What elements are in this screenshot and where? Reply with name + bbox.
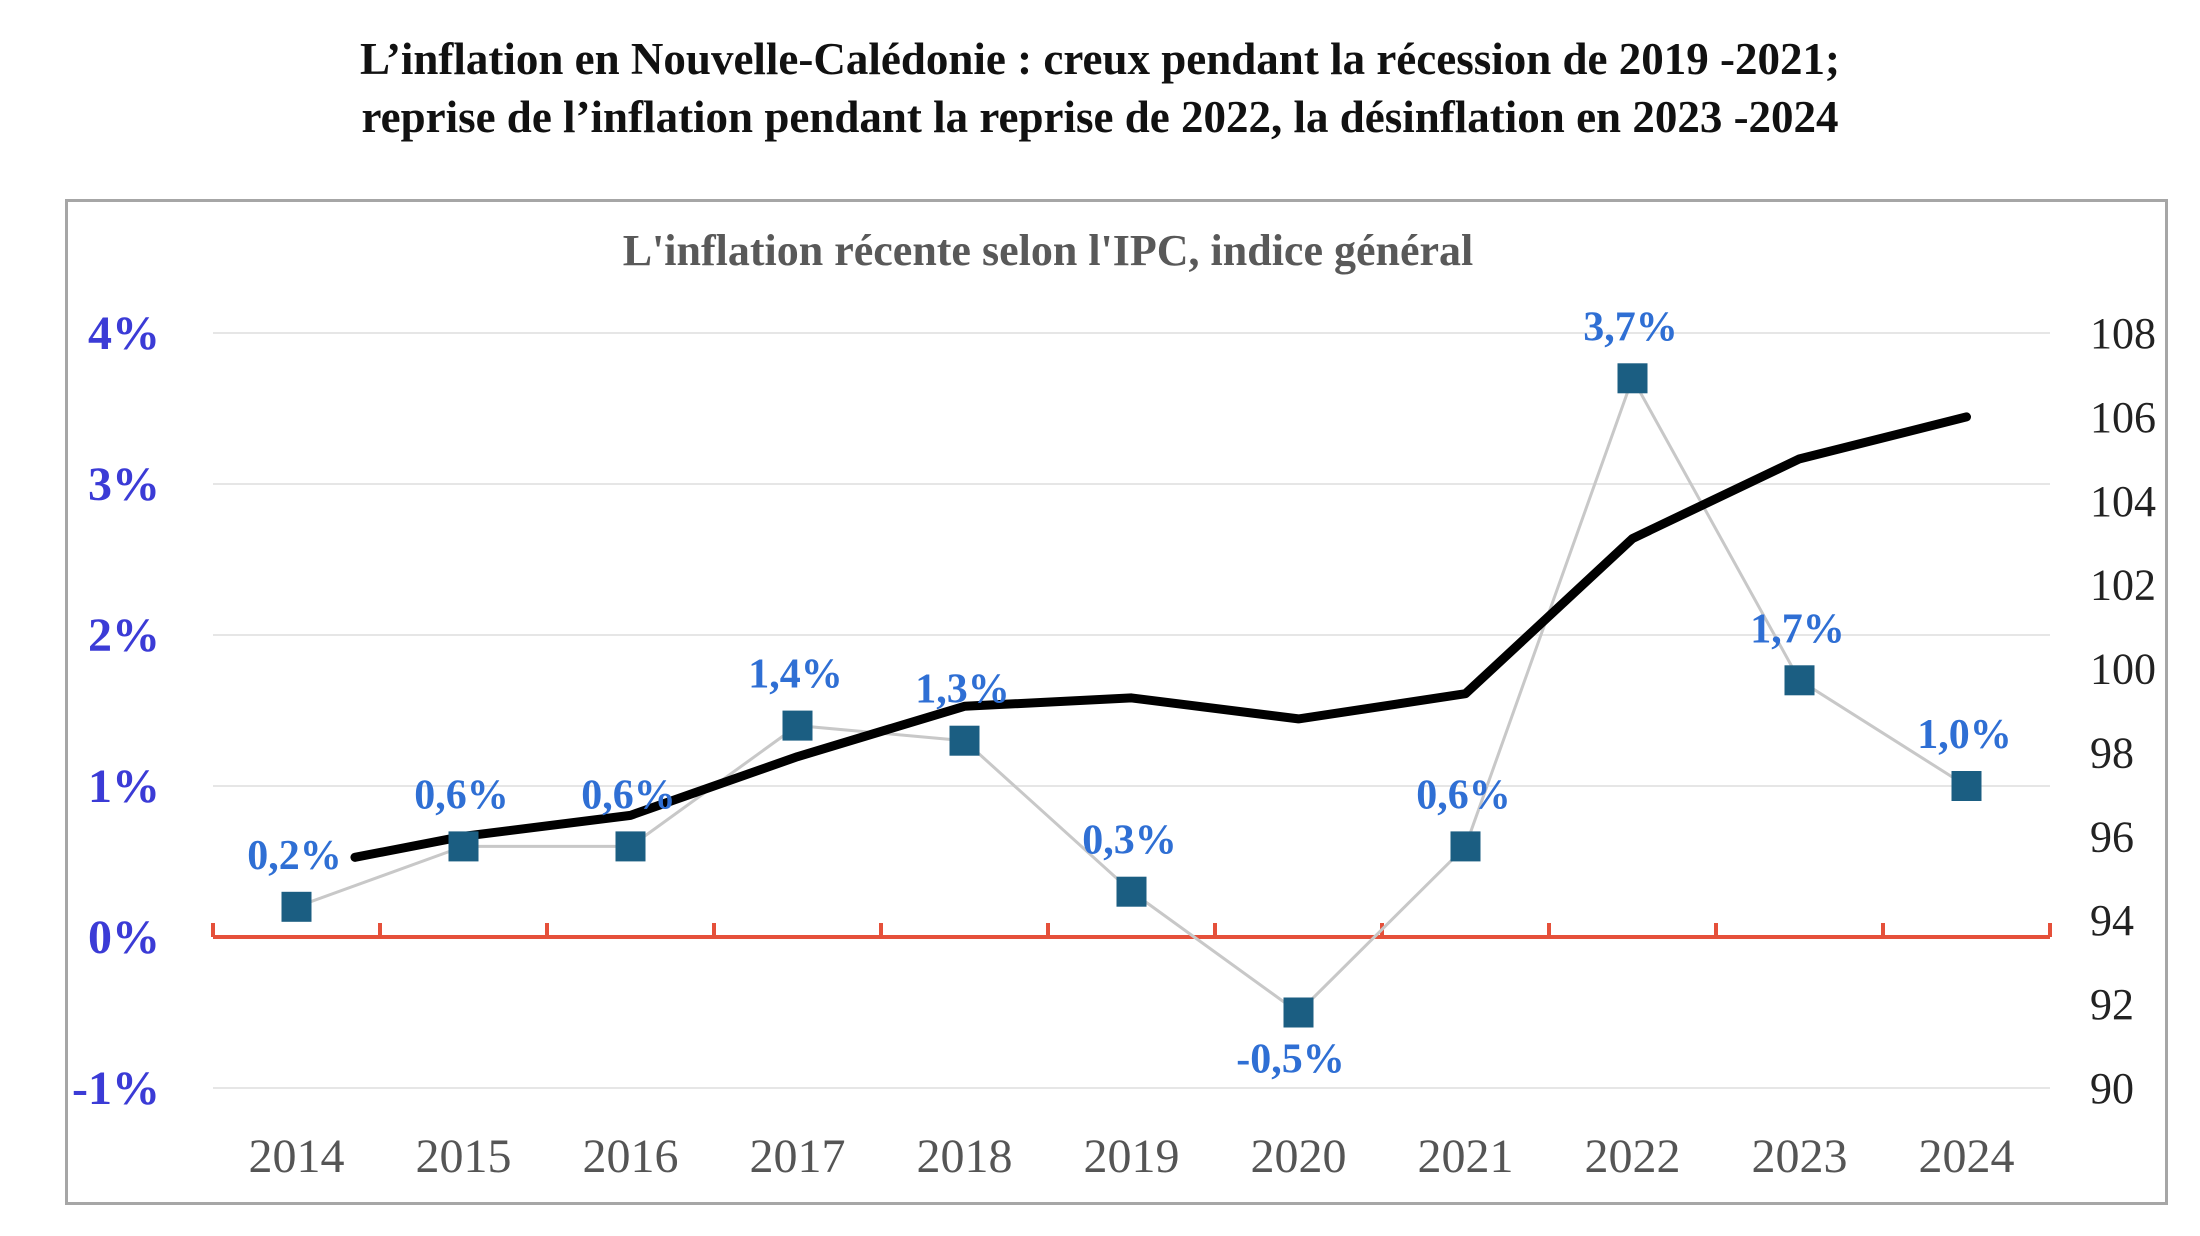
data-label: 1,3% bbox=[915, 667, 1010, 713]
x-axis-tick-label: 2022 bbox=[1585, 1130, 1681, 1183]
data-label: 0,2% bbox=[247, 833, 342, 879]
x-axis-tick-label: 2017 bbox=[750, 1130, 846, 1183]
data-label: 1,4% bbox=[748, 652, 843, 698]
inflation-marker bbox=[949, 725, 980, 756]
chart-main-title: L’inflation en Nouvelle-Calédonie : creu… bbox=[0, 30, 2200, 146]
right-axis-tick-label: 100 bbox=[2090, 645, 2156, 694]
chart-frame bbox=[65, 199, 2168, 1205]
inflation-marker bbox=[1450, 831, 1481, 862]
data-label: 3,7% bbox=[1583, 304, 1678, 350]
data-label: 0,3% bbox=[1082, 818, 1177, 864]
x-axis-tick-label: 2014 bbox=[249, 1130, 345, 1183]
left-axis-tick-label: 1% bbox=[88, 760, 160, 813]
data-label: 1,7% bbox=[1750, 606, 1845, 652]
right-axis-tick-label: 108 bbox=[2090, 309, 2156, 358]
gridlines bbox=[213, 332, 2050, 1089]
data-label: 1,0% bbox=[1917, 712, 2012, 758]
right-axis-tick-label: 96 bbox=[2090, 812, 2134, 861]
x-axis-tick-label: 2020 bbox=[1251, 1130, 1347, 1183]
data-label: -0,5% bbox=[1236, 1037, 1345, 1083]
x-axis-tick-label: 2018 bbox=[917, 1130, 1013, 1183]
title-line-1: L’inflation en Nouvelle-Calédonie : creu… bbox=[360, 34, 1840, 84]
title-line-2: reprise de l’inflation pendant la repris… bbox=[361, 92, 1839, 142]
inflation-marker bbox=[782, 710, 813, 741]
chart-subtitle: L'inflation récente selon l'IPC, indice … bbox=[623, 226, 1474, 275]
data-labels: 0,2% 0,6% 0,6% 1,4% 1,3% 0,3% -0,5% 0,6% 3,7% 1,7… bbox=[247, 304, 2012, 1082]
inflation-markers bbox=[281, 363, 1982, 1028]
inflation-marker bbox=[615, 831, 646, 862]
inflation-marker bbox=[1116, 876, 1147, 907]
x-axis-tick-label: 2015 bbox=[416, 1130, 512, 1183]
data-label: 0,6% bbox=[581, 772, 676, 818]
x-axis: 2014 2015 2016 2017 2018 2019 2020 2021 2022 2023… bbox=[249, 1130, 2015, 1183]
left-axis-tick-label: -1% bbox=[72, 1062, 160, 1115]
data-label: 0,6% bbox=[1416, 772, 1511, 818]
right-axis-tick-label: 90 bbox=[2090, 1064, 2134, 1113]
zero-axis bbox=[211, 923, 2052, 939]
x-axis-tick-label: 2019 bbox=[1084, 1130, 1180, 1183]
x-axis-tick-label: 2023 bbox=[1752, 1130, 1848, 1183]
x-axis-tick-label: 2021 bbox=[1418, 1130, 1514, 1183]
inflation-marker bbox=[1283, 997, 1314, 1028]
right-axis-tick-label: 106 bbox=[2090, 393, 2156, 442]
inflation-marker bbox=[448, 831, 479, 862]
right-axis-tick-label: 94 bbox=[2090, 896, 2134, 945]
left-axis-tick-label: 4% bbox=[88, 307, 160, 360]
right-axis: 108 106 104 102 100 98 96 94 92 90 bbox=[2090, 309, 2156, 1113]
left-axis-tick-label: 2% bbox=[88, 609, 160, 662]
left-axis: 4% 3% 2% 1% 0% -1% bbox=[72, 307, 160, 1115]
inflation-marker bbox=[1951, 771, 1982, 801]
left-axis-tick-label: 3% bbox=[88, 458, 160, 511]
right-axis-tick-label: 98 bbox=[2090, 728, 2134, 777]
data-label: 0,6% bbox=[414, 772, 509, 818]
right-axis-tick-label: 102 bbox=[2090, 561, 2156, 610]
x-axis-tick-label: 2024 bbox=[1919, 1130, 2015, 1183]
inflation-marker bbox=[1784, 665, 1815, 696]
left-axis-tick-label: 0% bbox=[88, 911, 160, 964]
right-axis-tick-label: 92 bbox=[2090, 980, 2134, 1029]
right-axis-tick-label: 104 bbox=[2090, 477, 2156, 526]
inflation-marker bbox=[281, 891, 312, 922]
inflation-marker bbox=[1617, 363, 1648, 394]
x-axis-tick-label: 2016 bbox=[583, 1130, 679, 1183]
